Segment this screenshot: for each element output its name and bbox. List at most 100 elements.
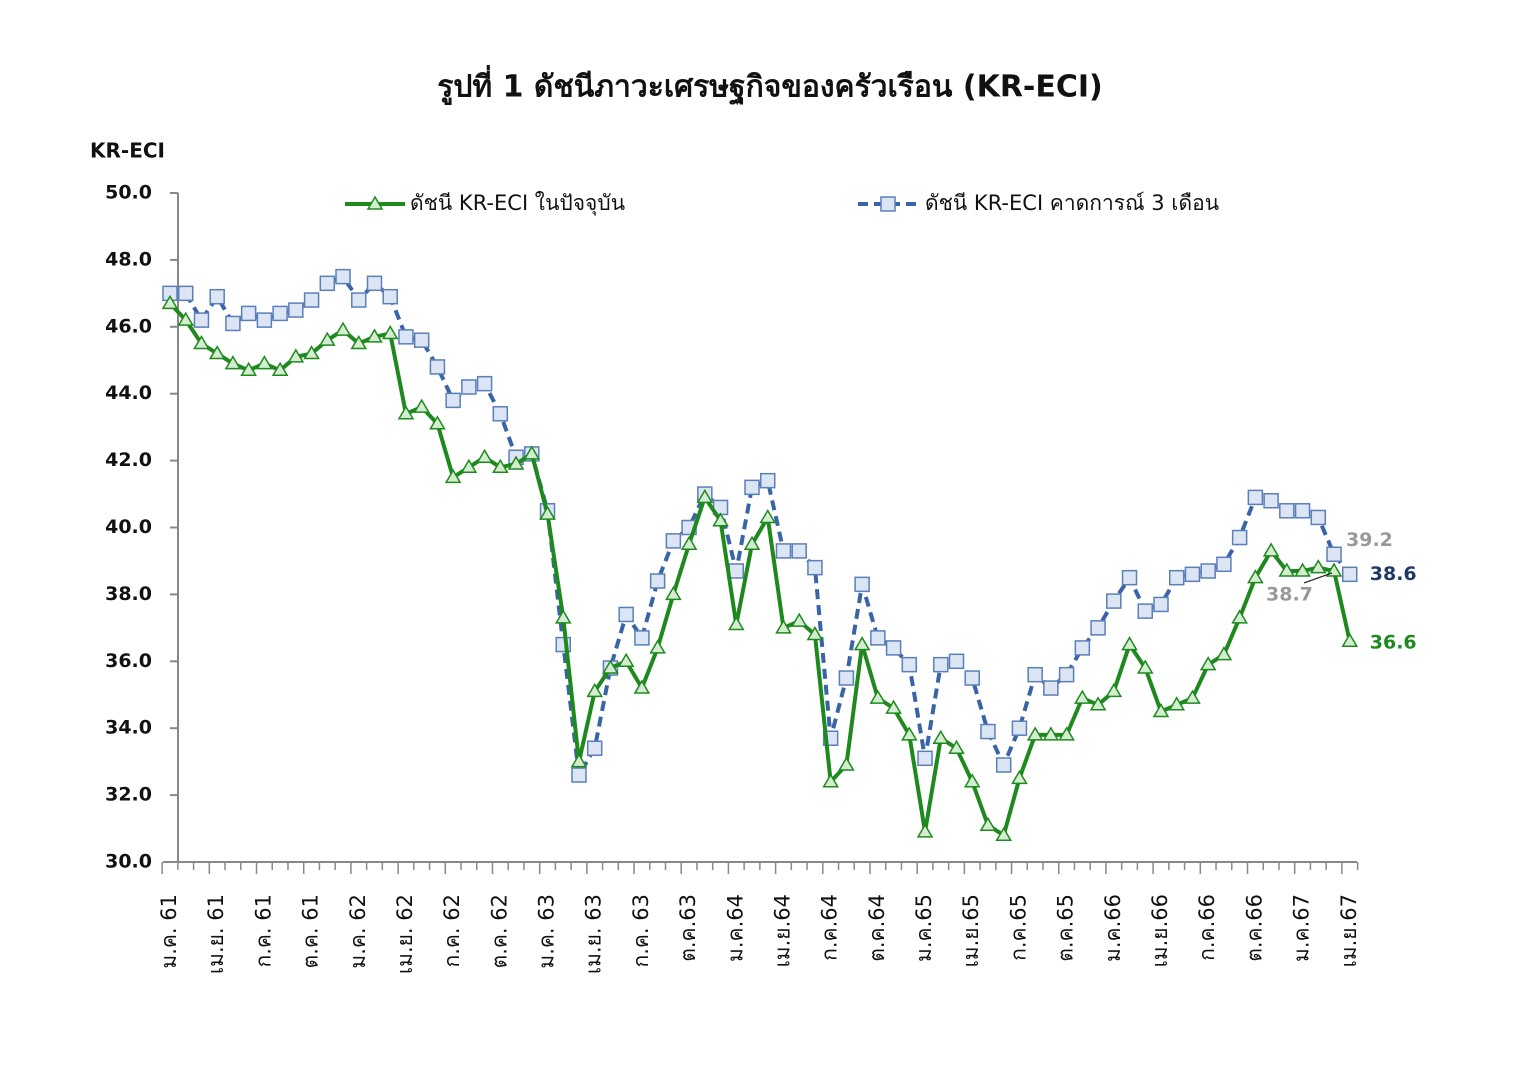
- marker: [303, 345, 320, 360]
- x-tick-label: ต.ค.64: [865, 894, 889, 962]
- data-label: 38.7: [1266, 583, 1313, 605]
- marker: [1294, 562, 1311, 577]
- x-tick-label: ม.ค. 62: [346, 894, 370, 969]
- marker: [397, 405, 415, 420]
- marker: [224, 355, 242, 370]
- marker: [351, 292, 367, 308]
- marker: [571, 767, 587, 783]
- marker: [880, 196, 896, 212]
- marker: [1342, 566, 1358, 583]
- marker: [492, 458, 509, 474]
- marker: [1247, 569, 1264, 584]
- marker: [633, 679, 651, 694]
- y-tick-label: 46.0: [105, 315, 152, 337]
- marker: [539, 505, 556, 520]
- marker: [445, 392, 461, 409]
- y-tick-label: 50.0: [105, 182, 152, 204]
- marker: [617, 652, 635, 668]
- marker: [366, 275, 383, 292]
- marker: [1137, 603, 1154, 619]
- marker: [948, 653, 965, 670]
- marker: [948, 739, 965, 755]
- marker: [1231, 609, 1248, 624]
- marker: [1294, 503, 1311, 519]
- marker: [1121, 636, 1138, 651]
- marker: [665, 585, 682, 601]
- marker: [476, 448, 493, 464]
- marker: [570, 753, 588, 768]
- marker: [1326, 546, 1342, 563]
- marker: [1247, 489, 1264, 506]
- x-tick-label: ต.ค.66: [1242, 894, 1266, 962]
- marker: [523, 445, 541, 460]
- x-tick-label: ต.ค.65: [1054, 894, 1078, 962]
- marker: [350, 335, 368, 350]
- y-tick-label: 40.0: [105, 516, 152, 538]
- marker: [271, 361, 289, 377]
- marker: [193, 312, 210, 328]
- y-tick-label: 34.0: [105, 717, 152, 739]
- marker: [1136, 659, 1154, 674]
- marker: [963, 773, 981, 788]
- marker: [775, 543, 792, 559]
- marker: [1263, 492, 1279, 509]
- marker: [979, 816, 997, 831]
- marker: [287, 348, 305, 363]
- x-tick-label: ต.ค. 62: [487, 894, 511, 968]
- marker: [1184, 689, 1201, 704]
- marker: [208, 345, 226, 360]
- marker: [177, 285, 194, 302]
- marker: [885, 699, 902, 714]
- marker: [1152, 702, 1170, 718]
- marker: [319, 275, 336, 292]
- marker: [1042, 726, 1060, 741]
- marker: [854, 576, 870, 593]
- marker: [1278, 562, 1296, 577]
- marker: [193, 335, 210, 350]
- marker: [225, 315, 241, 332]
- marker: [634, 630, 650, 646]
- x-tick-label: ก.ค.65: [1006, 894, 1030, 961]
- marker: [932, 729, 950, 744]
- marker: [916, 823, 934, 838]
- x-tick-label: ม.ค.66: [1101, 894, 1125, 962]
- marker: [1027, 666, 1043, 683]
- marker: [366, 328, 383, 343]
- marker: [1200, 563, 1216, 579]
- marker: [696, 488, 714, 504]
- x-tick-label: ก.ค. 62: [440, 894, 464, 968]
- marker: [869, 689, 887, 704]
- marker: [1262, 542, 1280, 557]
- marker: [335, 268, 351, 285]
- marker: [1184, 566, 1201, 583]
- marker: [838, 756, 855, 771]
- marker: [649, 573, 666, 589]
- marker: [256, 355, 273, 370]
- marker: [1074, 689, 1091, 704]
- marker: [853, 636, 871, 651]
- marker: [1074, 640, 1091, 656]
- marker: [901, 726, 918, 741]
- marker: [303, 292, 320, 308]
- marker: [618, 606, 634, 623]
- x-tick-label: เม.ย. 62: [393, 894, 417, 974]
- marker: [870, 630, 886, 646]
- x-tick-label: เม.ย.66: [1148, 894, 1172, 967]
- marker: [398, 329, 414, 345]
- y-tick-label: 38.0: [105, 583, 152, 605]
- chart-title: รูปที่ 1 ดัชนีภาวะเศรษฐกิจของครัวเรือน (…: [437, 65, 1103, 107]
- data-label: 39.2: [1346, 529, 1393, 551]
- marker: [995, 826, 1012, 841]
- marker: [727, 616, 745, 631]
- marker: [1309, 559, 1327, 574]
- marker: [602, 659, 619, 674]
- marker: [1043, 680, 1059, 696]
- data-label: 36.6: [1370, 632, 1417, 654]
- marker: [1106, 593, 1122, 609]
- x-tick-label: ก.ค.66: [1195, 894, 1219, 961]
- marker: [838, 670, 855, 686]
- marker: [743, 535, 761, 550]
- marker: [1011, 769, 1028, 785]
- marker: [1199, 656, 1217, 671]
- marker: [980, 723, 996, 740]
